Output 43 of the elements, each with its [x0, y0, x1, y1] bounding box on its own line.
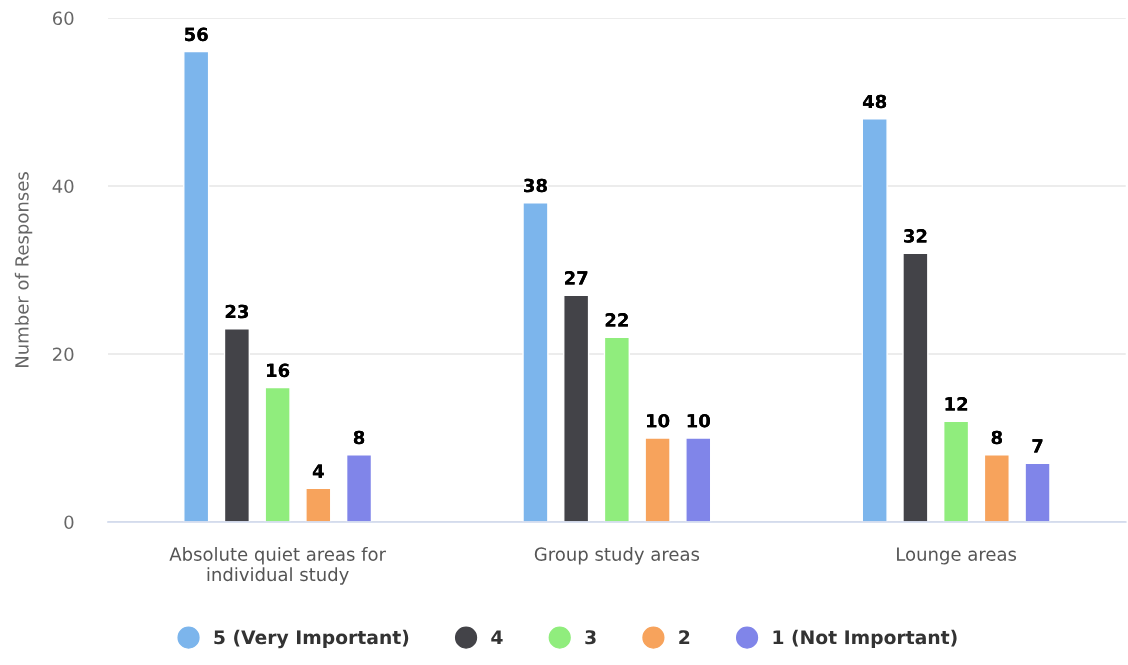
data-label: 56: [185, 27, 208, 42]
y-axis-title: Number of Responses: [14, 172, 33, 367]
legend-label: 1 (Not Important): [773, 629, 957, 648]
bar: [305, 487, 332, 522]
y-tick-label: 0: [64, 515, 74, 530]
data-label: 8: [991, 430, 1002, 445]
data-label: 27: [565, 271, 588, 285]
y-tick-label: 40: [52, 179, 74, 194]
bar: [1024, 462, 1051, 522]
data-label: 10: [647, 413, 670, 428]
data-label: 23: [225, 304, 249, 319]
data-label: 7: [1032, 439, 1043, 453]
x-tick-label: Absolute quiet areas for individual study: [169, 547, 386, 585]
bar: [861, 118, 888, 522]
bar: [183, 50, 210, 522]
bar: [264, 386, 291, 522]
legend-label: 2: [679, 630, 690, 645]
x-tick-label: Lounge areas: [897, 547, 1017, 565]
bar: [983, 454, 1010, 522]
bar: [522, 202, 549, 522]
data-label: 38: [524, 178, 547, 193]
data-label: 22: [605, 313, 628, 327]
data-label: 32: [904, 229, 927, 243]
data-label: 4: [312, 464, 324, 478]
bar: [563, 294, 590, 522]
legend-label: 3: [585, 630, 596, 645]
bar: [603, 336, 630, 522]
data-label: 12: [945, 397, 968, 411]
data-label: 10: [687, 413, 710, 428]
bar: [685, 437, 712, 522]
bar: [223, 328, 251, 522]
data-label: 8: [353, 430, 365, 445]
legend-label: 5 (Very Important): [214, 629, 409, 649]
y-tick-label: 20: [53, 347, 74, 362]
bar: [943, 420, 970, 522]
data-label: 48: [862, 94, 887, 109]
bar: [345, 454, 373, 522]
y-tick-label: 60: [52, 11, 74, 26]
x-tick-label: Group study areas: [534, 547, 700, 565]
bar: [644, 437, 671, 522]
bar: [902, 252, 929, 522]
legend-label: 4: [491, 630, 503, 645]
data-label: 16: [267, 363, 290, 378]
